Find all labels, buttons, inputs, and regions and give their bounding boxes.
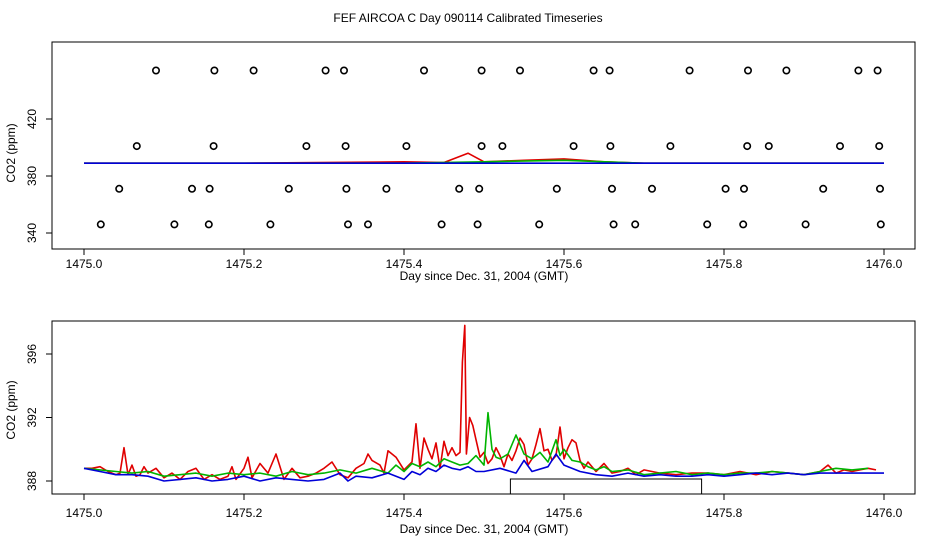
data-point-marker [589, 66, 598, 75]
data-point-marker [266, 220, 275, 229]
data-point-marker [607, 184, 616, 193]
data-point-marker [703, 220, 712, 229]
top-x-tick-label: 1476.0 [866, 257, 903, 271]
top-x-tick-label: 1475.6 [546, 257, 583, 271]
top-y-axis-label: CO2 (ppm) [4, 123, 18, 182]
bottom-x-tick-label: 1475.4 [386, 506, 423, 520]
data-point-marker [685, 66, 694, 75]
data-point-marker [515, 66, 524, 75]
data-point-marker [875, 142, 884, 151]
top-panel: Day since Dec. 31, 2004 (GMT) CO2 (ppm) … [4, 41, 916, 283]
data-point-marker [666, 142, 675, 151]
data-point-marker [321, 66, 330, 75]
data-point-marker [209, 142, 218, 151]
data-point-marker [249, 66, 258, 75]
data-point-marker [739, 184, 748, 193]
bottom-x-tick-label: 1475.2 [226, 506, 263, 520]
data-point-marker [402, 142, 411, 151]
top-x-axis-label: Day since Dec. 31, 2004 (GMT) [400, 269, 569, 283]
data-point-marker [873, 66, 882, 75]
data-point-marker [801, 220, 810, 229]
bottom-series-line [83, 453, 884, 482]
data-point-marker [606, 142, 615, 151]
data-point-marker [605, 66, 614, 75]
bottom-y-tick-label: 388 [25, 471, 39, 491]
data-point-marker [96, 220, 105, 229]
top-y-tick-label: 420 [25, 109, 39, 129]
data-point-marker [473, 220, 482, 229]
chart-title: FEF AIRCOA C Day 090114 Calibrated Times… [333, 11, 602, 25]
data-point-marker [819, 184, 828, 193]
data-point-marker [152, 66, 161, 75]
bottom-plot-frame [51, 320, 916, 495]
data-point-marker [743, 142, 752, 151]
data-point-marker [284, 184, 293, 193]
top-y-tick-label: 380 [25, 166, 39, 186]
bottom-panel: Day since Dec. 31, 2004 (GMT) CO2 (ppm) … [4, 320, 916, 536]
data-point-marker [721, 184, 730, 193]
data-point-marker [419, 66, 428, 75]
data-point-marker [170, 220, 179, 229]
bottom-x-tick-label: 1475.6 [546, 506, 583, 520]
data-point-marker [343, 220, 352, 229]
data-point-marker [498, 142, 507, 151]
top-y-tick-label: 340 [25, 223, 39, 243]
bottom-x-tick-label: 1476.0 [866, 506, 903, 520]
data-point-marker [115, 184, 124, 193]
data-point-marker [477, 142, 486, 151]
bottom-y-tick-label: 392 [25, 407, 39, 427]
data-point-marker [339, 66, 348, 75]
data-point-marker [210, 66, 219, 75]
bottom-x-tick-label: 1475.0 [66, 506, 103, 520]
data-point-marker [188, 184, 197, 193]
data-point-marker [204, 220, 213, 229]
data-point-marker [835, 142, 844, 151]
data-point-marker [342, 184, 351, 193]
data-point-marker [552, 184, 561, 193]
data-point-marker [569, 142, 578, 151]
data-point-marker [475, 184, 484, 193]
top-plot-frame [51, 41, 916, 250]
data-point-marker [455, 184, 464, 193]
data-point-marker [437, 220, 446, 229]
data-point-marker [854, 66, 863, 75]
bottom-series-line [84, 324, 877, 481]
data-point-marker [302, 142, 311, 151]
data-point-marker [609, 220, 618, 229]
data-point-marker [743, 66, 752, 75]
data-point-marker [535, 220, 544, 229]
top-x-tick-label: 1475.8 [706, 257, 743, 271]
data-point-marker [876, 220, 885, 229]
bottom-y-tick-label: 396 [25, 344, 39, 364]
top-x-tick-label: 1475.2 [226, 257, 263, 271]
data-point-marker [205, 184, 214, 193]
data-point-marker [782, 66, 791, 75]
bottom-y-axis-label: CO2 (ppm) [4, 380, 18, 439]
data-point-marker [739, 220, 748, 229]
data-point-marker [341, 142, 350, 151]
bottom-x-tick-label: 1475.8 [706, 506, 743, 520]
top-x-tick-label: 1475.0 [66, 257, 103, 271]
data-point-marker [132, 142, 141, 151]
data-point-marker [764, 142, 773, 151]
data-point-marker [477, 66, 486, 75]
top-x-tick-label: 1475.4 [386, 257, 423, 271]
data-point-marker [647, 184, 656, 193]
interval-bracket [509, 478, 703, 494]
data-point-marker [382, 184, 391, 193]
data-point-marker [875, 184, 884, 193]
data-point-marker [631, 220, 640, 229]
bottom-series-line [83, 411, 869, 478]
bottom-x-axis-label: Day since Dec. 31, 2004 (GMT) [400, 522, 569, 536]
data-point-marker [363, 220, 372, 229]
